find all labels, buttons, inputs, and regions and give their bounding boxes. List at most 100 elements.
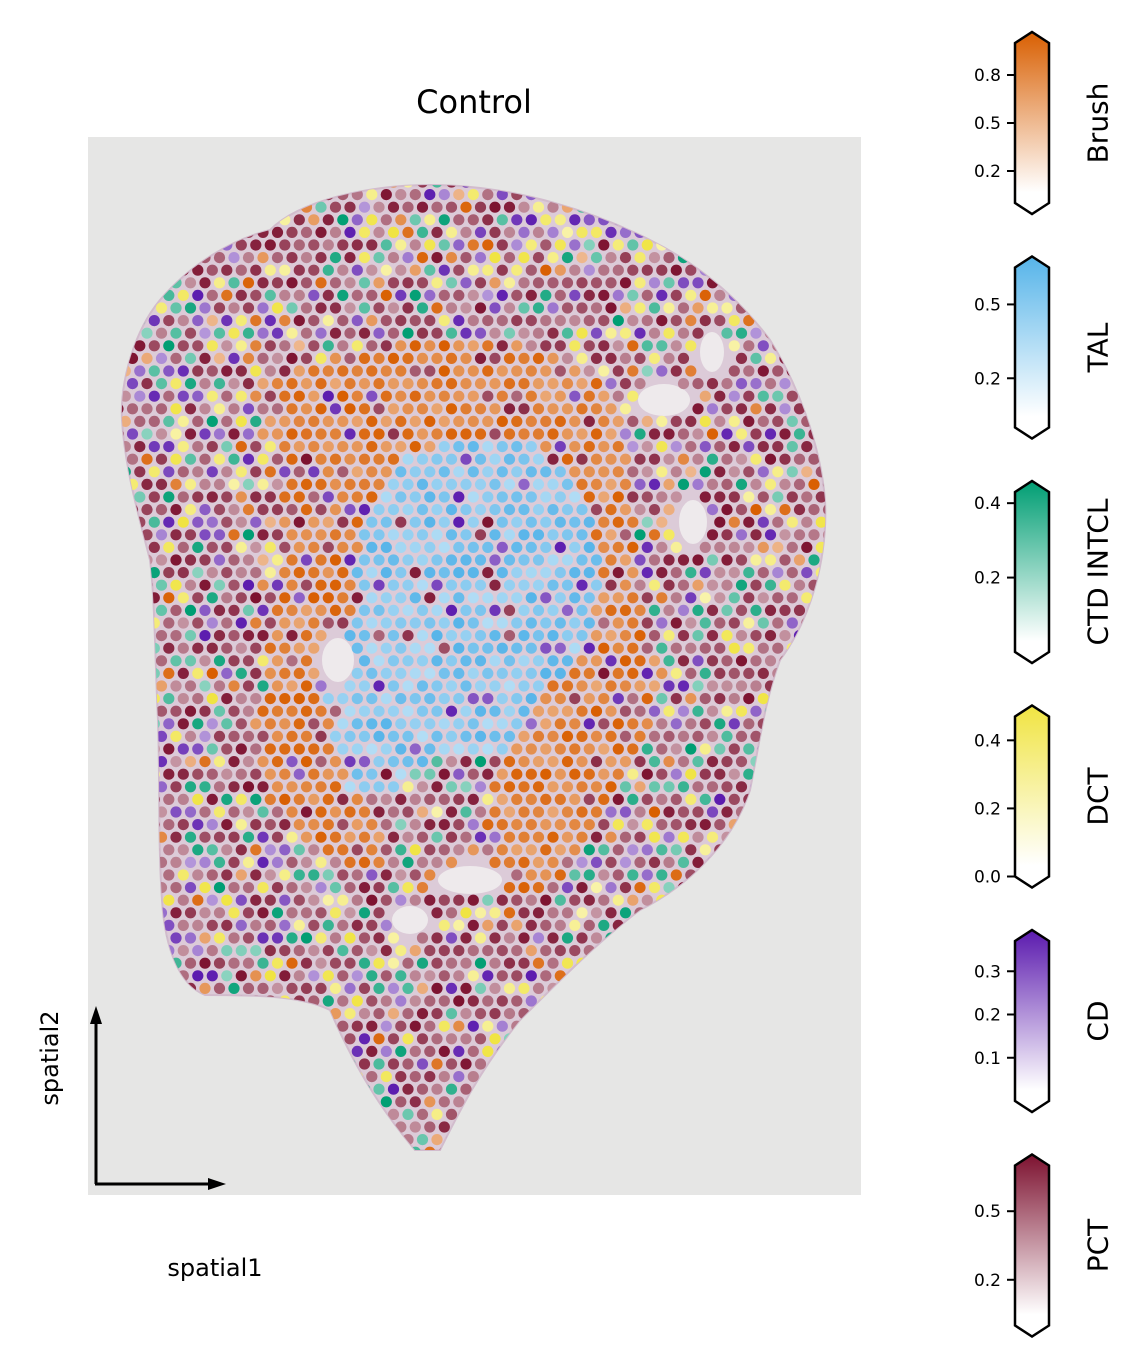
spot-cd (656, 617, 668, 629)
spot-pct (518, 201, 530, 213)
spot-tal (554, 466, 566, 478)
spot-brush (576, 252, 588, 264)
spot-brush (322, 365, 334, 377)
spot-brush (438, 390, 450, 402)
spot-cd (474, 831, 487, 843)
spot-brush (264, 718, 276, 730)
spot-ctd-intcl (692, 630, 704, 642)
spot-pct (177, 642, 189, 654)
spot-pct (735, 680, 748, 692)
spot-pct (503, 630, 516, 642)
spot-pct (511, 945, 523, 957)
spot-pct (366, 239, 378, 251)
spot-dct (482, 1045, 494, 1057)
spot-pct (511, 315, 523, 327)
spot-ctd-intcl (598, 919, 610, 932)
spot-cd (424, 289, 436, 301)
spot-pct (677, 806, 690, 818)
spot-pct (677, 378, 690, 390)
spot-pct (685, 441, 697, 453)
spot-cd (293, 768, 305, 780)
spot-pct (373, 806, 385, 818)
spot-cd (228, 352, 240, 364)
spot-cd (199, 302, 211, 314)
spot-tal (409, 667, 421, 680)
spot-tal (525, 541, 537, 554)
spot-pct (735, 655, 748, 667)
spot-pct (264, 894, 276, 906)
spot-pct (199, 957, 211, 969)
tissue-hole (638, 384, 690, 416)
spot-cd (576, 856, 588, 869)
spot-pct (163, 315, 175, 327)
spot-tal (395, 491, 407, 503)
spot-pct (772, 592, 784, 604)
spot-brush (286, 730, 298, 743)
spot-tal (431, 478, 443, 490)
spot-brush (366, 819, 378, 831)
spot-brush (308, 214, 320, 226)
spot-brush (489, 378, 501, 390)
spot-tal (351, 617, 363, 629)
spot-pct (489, 982, 501, 995)
spot-pct (619, 730, 632, 743)
spot-ctd-intcl (395, 844, 407, 856)
spot-pct (387, 856, 400, 869)
spot-pct (300, 806, 313, 818)
spot-pct (235, 693, 247, 705)
spot-tal (532, 655, 545, 667)
spot-pct (663, 352, 675, 364)
spot-ctd-intcl (786, 415, 798, 427)
spot-brush (402, 352, 414, 364)
spot-ctd-intcl (387, 882, 400, 894)
spot-cd (605, 378, 617, 390)
spot-brush (286, 957, 298, 969)
spot-tal (344, 781, 356, 793)
spot-ctd-intcl (627, 289, 639, 301)
spot-dct (380, 264, 392, 276)
spot-brush (121, 415, 131, 427)
colorbar-label: DCT (1082, 766, 1115, 825)
spot-pct (300, 882, 313, 894)
spot-ctd-intcl (170, 302, 182, 314)
spot-brush (416, 882, 429, 894)
spot-brush (380, 390, 392, 402)
spot-brush (576, 831, 588, 843)
spot-pct (315, 504, 327, 516)
spot-brush (395, 415, 407, 427)
spot-pct (619, 277, 632, 289)
spot-ctd-intcl (706, 453, 719, 465)
spot-pct (337, 516, 349, 528)
spot-cd (453, 239, 465, 251)
spot-pct (257, 630, 269, 642)
spot-pct (380, 894, 392, 906)
spot-cd (163, 466, 175, 478)
spot-brush (402, 428, 414, 440)
spot-brush (337, 592, 349, 604)
spot-brush (329, 428, 342, 440)
spot-tal (373, 655, 385, 667)
spot-tal (445, 730, 458, 743)
spot-pct (627, 466, 639, 478)
spot-dct (206, 390, 218, 402)
spot-brush (554, 693, 566, 705)
spot-brush (540, 743, 552, 755)
spot-tal (540, 667, 552, 680)
spot-brush (344, 806, 356, 818)
spot-tal (460, 554, 472, 566)
spot-pct (250, 919, 262, 932)
spot-pct (228, 856, 240, 869)
spot-ctd-intcl (496, 214, 508, 226)
spot-pct (286, 504, 298, 516)
spot-cd (489, 604, 501, 617)
spot-brush (416, 403, 429, 415)
spot-tal (402, 529, 414, 541)
spot-ctd-intcl (373, 252, 385, 264)
spot-pct (525, 315, 537, 327)
spot-tal (489, 504, 501, 516)
spot-dct (264, 970, 276, 982)
spot-pct (619, 882, 632, 894)
spot-dct (409, 844, 421, 856)
spot-brush (627, 718, 639, 730)
spot-tal (518, 554, 530, 566)
